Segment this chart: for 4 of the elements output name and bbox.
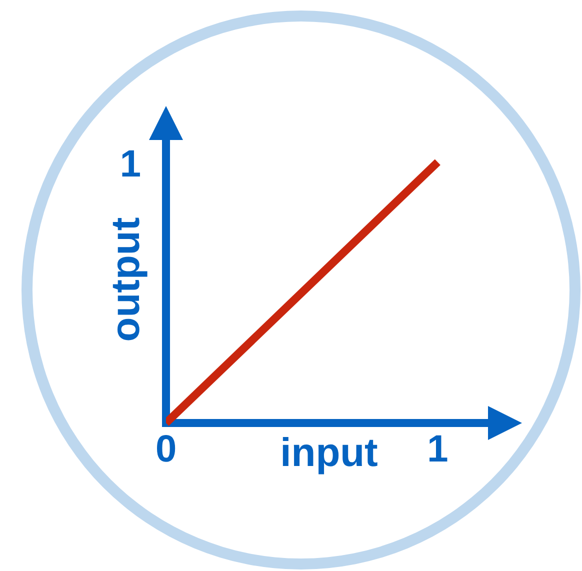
y-axis-title: output	[104, 217, 148, 342]
x-axis-title: input	[280, 431, 378, 476]
x-tick-label: 0	[155, 428, 177, 470]
text: 1	[120, 143, 141, 186]
